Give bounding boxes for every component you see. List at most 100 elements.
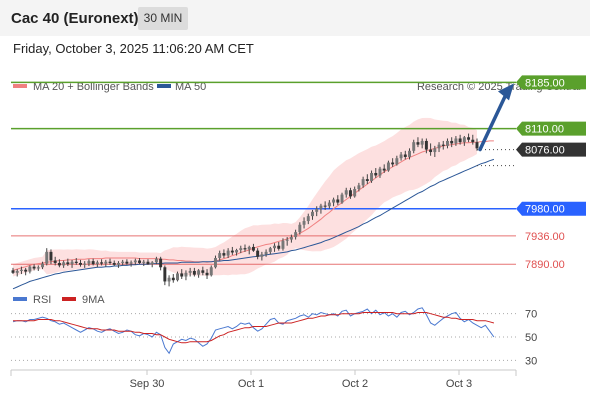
candle-body (146, 261, 150, 265)
candle-body (192, 270, 196, 275)
rsi-tick-30: 30 (525, 355, 537, 367)
candle (83, 261, 87, 268)
projection-arrow-shaft (478, 92, 508, 152)
x-tick-label: Sep 30 (130, 378, 165, 390)
candle-body (74, 261, 78, 263)
legend-swatch-9ma (62, 297, 76, 301)
candle (298, 222, 302, 235)
candle-body (298, 224, 302, 233)
candle-body (374, 172, 378, 176)
candle-body (188, 270, 192, 273)
candle (315, 206, 319, 217)
candle (382, 164, 386, 173)
candle-body (15, 270, 19, 273)
candle (264, 249, 268, 257)
candle (49, 249, 53, 265)
instrument-title: Cac 40 (Euronext) (11, 10, 139, 27)
candle (28, 265, 32, 274)
candle-body (420, 140, 424, 145)
candle-body (180, 273, 184, 277)
candle-body (41, 263, 45, 268)
level-tag-8185 (516, 75, 586, 90)
candle (378, 166, 382, 178)
candle (340, 192, 344, 204)
timeframe-badge[interactable]: 30 MIN (138, 7, 188, 30)
candle (424, 138, 428, 154)
candle (167, 275, 171, 287)
candle-body (281, 240, 285, 249)
candle (294, 229, 298, 240)
candle-body (91, 261, 95, 265)
candle (374, 168, 378, 178)
candle (268, 246, 272, 255)
timestamp: Friday, October 3, 2025 11:06:20 AM CET (13, 41, 254, 56)
legend-label-9ma: 9MA (82, 294, 105, 306)
candle (209, 265, 213, 277)
candle-body (24, 269, 28, 272)
candle (370, 170, 374, 183)
candle-body (403, 154, 407, 157)
candle-body (306, 216, 310, 222)
candle (235, 248, 239, 256)
candle-body (285, 239, 289, 241)
candle (475, 138, 479, 151)
candle (116, 261, 120, 268)
candle (471, 134, 475, 145)
candle-body (235, 250, 239, 253)
candle-body (125, 261, 129, 264)
legend-swatch-ma20 (13, 84, 27, 88)
candle (184, 270, 188, 281)
legend-label-ma50: MA 50 (175, 81, 206, 93)
candle (395, 155, 399, 166)
level-label-7936: 7936.00 (525, 231, 565, 243)
candle-body (19, 269, 23, 271)
level-label-8185: 8185.00 (525, 77, 565, 89)
candle (251, 243, 255, 252)
candle-body (226, 250, 230, 256)
level-tag-7980 (516, 201, 586, 216)
candle-body (302, 221, 306, 225)
candle (256, 248, 260, 260)
candle (281, 238, 285, 251)
price-panel: 8185.00 8110.00 7980.00 7936.00 7890.00 8076.… (11, 75, 586, 290)
candle-body (142, 261, 146, 263)
candle-body (277, 245, 281, 249)
candle (247, 245, 251, 255)
candle (32, 264, 36, 271)
candle (437, 142, 441, 153)
candle-body (159, 258, 163, 268)
candle-body (323, 205, 327, 207)
candle-body (230, 250, 234, 253)
candle-body (116, 262, 120, 265)
candle (95, 260, 99, 268)
legend-label-rsi: RSI (33, 294, 51, 306)
candle (391, 158, 395, 167)
candle-body (471, 139, 475, 143)
candle-body (138, 260, 142, 263)
projection-arrow-head (498, 83, 514, 101)
candle-body (462, 137, 466, 143)
candle-body (445, 140, 449, 146)
legend-label-ma20: MA 20 + Bollinger Bands (33, 81, 154, 93)
candle (129, 260, 133, 267)
x-axis: Sep 30 Oct 1 Oct 2 Oct 3 (10, 369, 517, 390)
candle-body (95, 262, 99, 265)
last-price-tag (516, 142, 586, 157)
level-label-7980: 7980.00 (525, 204, 565, 216)
candle-body (104, 261, 108, 264)
candle (408, 148, 411, 160)
candle (133, 258, 137, 265)
level-label-8110: 8110.00 (525, 124, 564, 136)
candle (306, 213, 310, 225)
rsi-9ma-line (13, 312, 495, 344)
candle-body (336, 199, 340, 203)
candle-body (243, 248, 247, 250)
candle (218, 250, 222, 261)
candle (462, 136, 466, 146)
candle-body (437, 144, 441, 149)
candle-body (353, 189, 357, 197)
candle (180, 269, 184, 279)
x-tick-label: Oct 3 (446, 378, 472, 390)
candle (171, 274, 175, 283)
candle-body (294, 232, 298, 238)
